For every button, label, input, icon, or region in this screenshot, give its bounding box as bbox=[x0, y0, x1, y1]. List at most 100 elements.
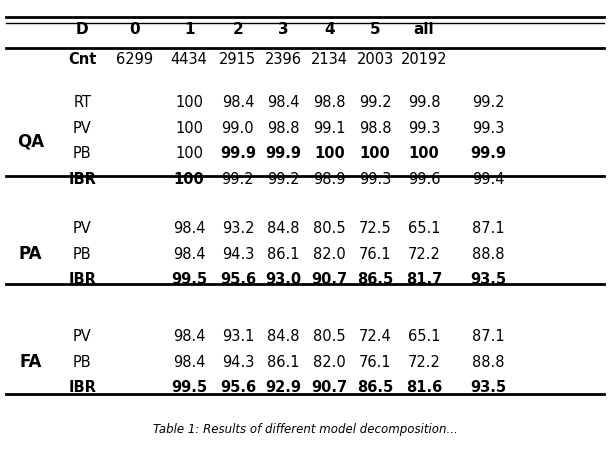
Text: D: D bbox=[76, 22, 88, 37]
Text: 98.4: 98.4 bbox=[173, 329, 206, 344]
Text: 98.4: 98.4 bbox=[221, 95, 254, 110]
Text: 72.2: 72.2 bbox=[407, 247, 440, 262]
Text: 100: 100 bbox=[175, 146, 203, 162]
Text: 99.9: 99.9 bbox=[265, 146, 302, 162]
Text: 86.1: 86.1 bbox=[267, 247, 300, 262]
Text: 86.5: 86.5 bbox=[357, 272, 393, 288]
Text: 99.5: 99.5 bbox=[171, 272, 207, 288]
Text: 6299: 6299 bbox=[116, 52, 152, 67]
Text: 99.2: 99.2 bbox=[359, 95, 392, 110]
Text: 94.3: 94.3 bbox=[221, 355, 254, 370]
Text: 99.5: 99.5 bbox=[171, 380, 207, 396]
Text: 4: 4 bbox=[324, 22, 335, 37]
Text: 81.7: 81.7 bbox=[406, 272, 442, 288]
Text: PV: PV bbox=[73, 221, 92, 236]
Text: 99.3: 99.3 bbox=[359, 172, 392, 187]
Text: 2396: 2396 bbox=[265, 52, 302, 67]
Text: 98.8: 98.8 bbox=[359, 121, 392, 136]
Text: 99.3: 99.3 bbox=[407, 121, 440, 136]
Text: 99.2: 99.2 bbox=[472, 95, 504, 110]
Text: 98.8: 98.8 bbox=[267, 121, 300, 136]
Text: 5: 5 bbox=[370, 22, 381, 37]
Text: 93.5: 93.5 bbox=[470, 380, 506, 396]
Text: 2: 2 bbox=[232, 22, 243, 37]
Text: 94.3: 94.3 bbox=[221, 247, 254, 262]
Text: 1: 1 bbox=[184, 22, 195, 37]
Text: 100: 100 bbox=[409, 146, 439, 162]
Text: 99.2: 99.2 bbox=[221, 172, 254, 187]
Text: 2134: 2134 bbox=[311, 52, 348, 67]
Text: 93.2: 93.2 bbox=[221, 221, 254, 236]
Text: 100: 100 bbox=[174, 172, 204, 187]
Text: 93.1: 93.1 bbox=[221, 329, 254, 344]
Text: 90.7: 90.7 bbox=[311, 272, 348, 288]
Text: IBR: IBR bbox=[68, 172, 96, 187]
Text: 2915: 2915 bbox=[220, 52, 256, 67]
Text: 88.8: 88.8 bbox=[472, 247, 504, 262]
Text: 86.5: 86.5 bbox=[357, 380, 393, 396]
Text: 100: 100 bbox=[360, 146, 390, 162]
Text: 65.1: 65.1 bbox=[407, 221, 440, 236]
Text: 72.2: 72.2 bbox=[407, 355, 440, 370]
Text: 99.8: 99.8 bbox=[407, 95, 440, 110]
Text: Table 1: Results of different model decomposition...: Table 1: Results of different model deco… bbox=[152, 423, 458, 436]
Text: 20192: 20192 bbox=[401, 52, 447, 67]
Text: 86.1: 86.1 bbox=[267, 355, 300, 370]
Text: QA: QA bbox=[17, 132, 44, 150]
Text: FA: FA bbox=[20, 353, 41, 371]
Text: 3: 3 bbox=[278, 22, 289, 37]
Text: Cnt: Cnt bbox=[68, 52, 96, 67]
Text: RT: RT bbox=[73, 95, 92, 110]
Text: 82.0: 82.0 bbox=[313, 247, 346, 262]
Text: 87.1: 87.1 bbox=[472, 329, 504, 344]
Text: 93.5: 93.5 bbox=[470, 272, 506, 288]
Text: 4434: 4434 bbox=[171, 52, 207, 67]
Text: 88.8: 88.8 bbox=[472, 355, 504, 370]
Text: 98.9: 98.9 bbox=[313, 172, 346, 187]
Text: 100: 100 bbox=[175, 121, 203, 136]
Text: 100: 100 bbox=[314, 146, 345, 162]
Text: 98.4: 98.4 bbox=[173, 247, 206, 262]
Text: PA: PA bbox=[19, 245, 42, 263]
Text: 82.0: 82.0 bbox=[313, 355, 346, 370]
Text: 76.1: 76.1 bbox=[359, 355, 392, 370]
Text: 100: 100 bbox=[175, 95, 203, 110]
Text: 90.7: 90.7 bbox=[311, 380, 348, 396]
Text: all: all bbox=[414, 22, 434, 37]
Text: 99.9: 99.9 bbox=[470, 146, 506, 162]
Text: 93.0: 93.0 bbox=[265, 272, 302, 288]
Text: 72.5: 72.5 bbox=[359, 221, 392, 236]
Text: PV: PV bbox=[73, 121, 92, 136]
Text: 98.4: 98.4 bbox=[173, 221, 206, 236]
Text: 80.5: 80.5 bbox=[313, 221, 346, 236]
Text: 98.4: 98.4 bbox=[267, 95, 300, 110]
Text: 87.1: 87.1 bbox=[472, 221, 504, 236]
Text: 76.1: 76.1 bbox=[359, 247, 392, 262]
Text: 72.4: 72.4 bbox=[359, 329, 392, 344]
Text: PB: PB bbox=[73, 247, 92, 262]
Text: 99.0: 99.0 bbox=[221, 121, 254, 136]
Text: 80.5: 80.5 bbox=[313, 329, 346, 344]
Text: 99.4: 99.4 bbox=[472, 172, 504, 187]
Text: 98.4: 98.4 bbox=[173, 355, 206, 370]
Text: 99.6: 99.6 bbox=[407, 172, 440, 187]
Text: 92.9: 92.9 bbox=[265, 380, 302, 396]
Text: IBR: IBR bbox=[68, 380, 96, 396]
Text: PB: PB bbox=[73, 355, 92, 370]
Text: 99.3: 99.3 bbox=[472, 121, 504, 136]
Text: 99.9: 99.9 bbox=[220, 146, 256, 162]
Text: PV: PV bbox=[73, 329, 92, 344]
Text: 95.6: 95.6 bbox=[220, 272, 256, 288]
Text: 99.2: 99.2 bbox=[267, 172, 300, 187]
Text: 81.6: 81.6 bbox=[406, 380, 442, 396]
Text: IBR: IBR bbox=[68, 272, 96, 288]
Text: PB: PB bbox=[73, 146, 92, 162]
Text: 65.1: 65.1 bbox=[407, 329, 440, 344]
Text: 0: 0 bbox=[129, 22, 140, 37]
Text: 2003: 2003 bbox=[356, 52, 394, 67]
Text: 99.1: 99.1 bbox=[313, 121, 346, 136]
Text: 95.6: 95.6 bbox=[220, 380, 256, 396]
Text: 84.8: 84.8 bbox=[267, 329, 300, 344]
Text: 98.8: 98.8 bbox=[313, 95, 346, 110]
Text: 84.8: 84.8 bbox=[267, 221, 300, 236]
